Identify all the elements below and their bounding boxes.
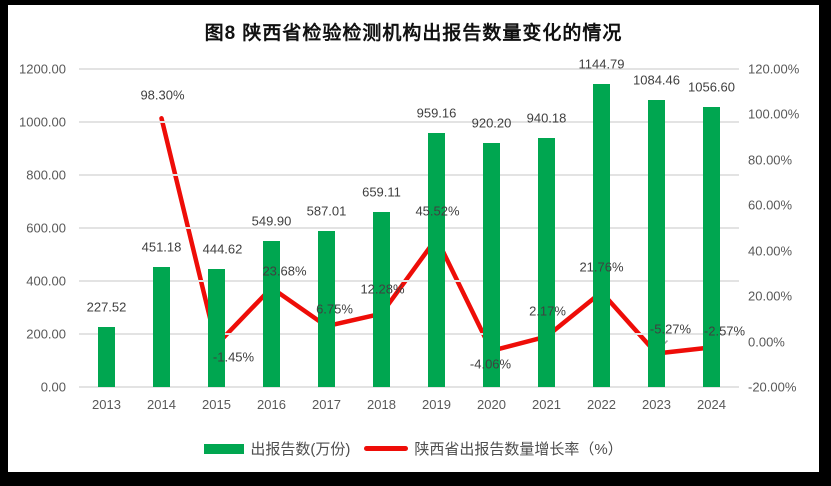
gridline <box>79 68 739 70</box>
x-axis-label: 2023 <box>642 397 671 412</box>
rate-value-label: 21.76% <box>579 259 624 275</box>
bar-value-label: 940.18 <box>526 110 567 126</box>
bar-2022 <box>593 83 610 387</box>
legend-bar-label: 出报告数(万份) <box>250 441 351 458</box>
bar-2020 <box>483 143 500 387</box>
left-axis-tick: 600.00 <box>26 220 66 236</box>
x-axis-label: 2016 <box>257 397 286 412</box>
gridline <box>79 121 739 123</box>
rate-value-label: -4.06% <box>469 356 512 372</box>
right-axis-tick: 40.00% <box>748 243 793 259</box>
chart-title: 图8 陕西省检验检测机构出报告数量变化的情况 <box>204 23 623 44</box>
gridline <box>79 386 739 388</box>
right-axis-tick: 120.00% <box>748 61 800 77</box>
rate-value-label: -2.57% <box>703 323 746 339</box>
legend-line-label: 陕西省出报告数量增长率（%） <box>414 441 623 458</box>
bar-value-label: 1056.60 <box>688 79 735 95</box>
bar-value-label: 659.11 <box>362 184 401 200</box>
rate-value-label: 45.52% <box>415 203 460 219</box>
gridline <box>79 333 739 335</box>
gridline <box>79 280 739 282</box>
bar-value-label: 959.16 <box>416 105 457 121</box>
x-axis-label: 2015 <box>202 397 231 412</box>
bar-value-label: 920.20 <box>471 115 512 131</box>
left-axis-tick: 400.00 <box>26 273 66 289</box>
bar-2019 <box>428 132 445 387</box>
gridline <box>79 227 739 229</box>
x-axis-label: 2020 <box>477 397 506 412</box>
x-axis-label: 2021 <box>532 397 561 412</box>
x-axis-label: 2018 <box>367 397 396 412</box>
left-axis-tick: 800.00 <box>26 167 66 183</box>
right-axis-tick: 100.00% <box>748 106 800 122</box>
right-axis-tick: -20.00% <box>748 379 797 395</box>
bar-2014 <box>153 267 170 387</box>
chart-canvas: 图8 陕西省检验检测机构出报告数量变化的情况 227.52 451.18 444.6… <box>8 5 819 472</box>
rate-value-label: 12.28% <box>360 281 405 297</box>
x-axis-label: 2017 <box>312 397 341 412</box>
bar-2023 <box>648 99 665 387</box>
rate-value-label: 98.30% <box>140 87 185 103</box>
rate-value-label: -1.45% <box>212 349 255 365</box>
rate-value-label: -5.27% <box>649 321 692 337</box>
legend-bar-swatch <box>204 443 245 454</box>
left-axis-tick: 0.00 <box>40 379 66 395</box>
bar-2013 <box>98 326 115 387</box>
x-axis-label: 2013 <box>92 397 121 412</box>
left-axis-tick: 200.00 <box>26 326 66 342</box>
legend-line-swatch <box>364 446 409 451</box>
bar-value-label: 451.18 <box>141 239 182 255</box>
right-axis-tick: 80.00% <box>748 152 793 168</box>
x-axis-label: 2022 <box>587 397 616 412</box>
legend: 出报告数(万份) 陕西省出报告数量增长率（%） <box>8 438 819 459</box>
bar-value-label: 444.62 <box>202 241 243 257</box>
x-axis-label: 2019 <box>422 397 451 412</box>
bar-2017 <box>318 231 335 387</box>
bar-2024 <box>703 107 720 387</box>
bar-2018 <box>373 212 390 387</box>
left-axis-tick: 1200.00 <box>19 61 66 77</box>
rate-value-label: 23.68% <box>262 263 307 279</box>
right-axis-tick: 20.00% <box>748 288 793 304</box>
right-axis-tick: 60.00% <box>748 197 793 213</box>
rate-value-label: 6.75% <box>316 301 353 317</box>
gridline <box>79 174 739 176</box>
bar-value-label: 1144.79 <box>578 56 625 72</box>
bar-value-label: 587.01 <box>306 203 347 219</box>
bar-2015 <box>208 269 225 387</box>
left-axis-tick: 1000.00 <box>19 114 66 130</box>
rate-value-label: 2.17% <box>529 303 566 319</box>
bar-value-label: 549.90 <box>251 213 292 229</box>
bar-value-label: 227.52 <box>86 299 127 315</box>
bar-2016 <box>263 241 280 387</box>
bar-value-label: 1084.46 <box>633 72 680 88</box>
x-axis-label: 2024 <box>697 397 726 412</box>
plot-area: 227.52 451.18 444.62 549.90 587.01 659.11 959.… <box>79 56 745 388</box>
x-axis-label: 2014 <box>147 397 176 412</box>
bar-2021 <box>538 137 555 387</box>
right-axis-tick: 0.00% <box>748 334 785 350</box>
